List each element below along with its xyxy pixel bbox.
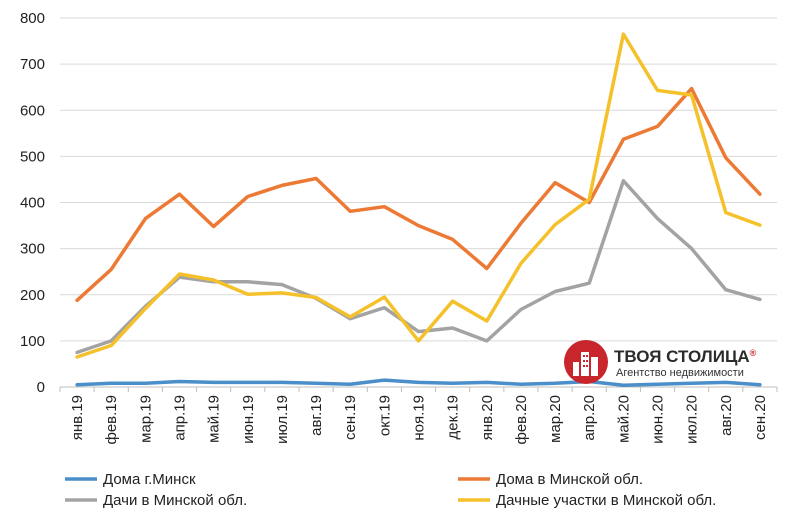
x-tick-label: дек.19	[445, 395, 462, 440]
gridlines	[60, 17, 777, 342]
series-lines	[75, 32, 762, 387]
x-tick-label: фев.19	[103, 395, 120, 445]
logo-title: ТВОЯ СТОЛИЦА®	[614, 347, 757, 366]
y-tick-label: 600	[20, 102, 45, 119]
x-tick-label: сен.19	[342, 395, 359, 440]
x-tick-label: апр.20	[581, 395, 598, 441]
x-tick-label: фев.20	[513, 395, 530, 445]
x-tick-label: ноя.19	[411, 395, 428, 441]
x-tick-label: июн.19	[240, 395, 257, 444]
x-tick-label: мар.20	[547, 395, 564, 443]
x-tick-label: янв.19	[69, 395, 86, 440]
series-line-0	[75, 378, 762, 387]
x-tick-label: май.19	[206, 395, 223, 443]
y-tick-label: 800	[20, 10, 45, 27]
y-tick-label: 500	[20, 148, 45, 165]
series-line-3	[75, 32, 762, 359]
y-tick-label: 100	[20, 333, 45, 350]
legend-label: Дачи в Минской обл.	[103, 492, 247, 509]
x-tick-label: сен.20	[752, 395, 769, 440]
x-axis-ticks: янв.19 фев.19 мар.19 апр.19 май.19 июн.19 июл.…	[59, 387, 778, 445]
legend-label: Дома в Минской обл.	[496, 471, 643, 488]
x-tick-label: янв.20	[479, 395, 496, 440]
logo-tagline: Агентство недвижимости	[616, 367, 744, 379]
logo-building-icon	[573, 352, 598, 376]
y-axis-ticks: 0 100 200 300 400 500 600 700 800	[20, 10, 45, 396]
legend-label: Дачные участки в Минской обл.	[496, 492, 716, 509]
x-tick-label: мар.19	[137, 395, 154, 443]
x-tick-label: июл.20	[684, 395, 701, 444]
y-tick-label: 700	[20, 56, 45, 73]
y-tick-label: 0	[37, 379, 45, 396]
x-tick-label: июл.19	[274, 395, 291, 444]
legend-label: Дома г.Минск	[103, 471, 196, 488]
legend: Дома г.Минск Дома в Минской обл. Дачи в Ми…	[65, 471, 716, 509]
series-line-1	[75, 86, 762, 303]
y-tick-label: 400	[20, 195, 45, 212]
x-tick-label: окт.19	[376, 395, 393, 436]
agency-logo: ТВОЯ СТОЛИЦА® Агентство недвижимости	[564, 340, 757, 384]
x-tick-label: авг.20	[718, 395, 735, 436]
x-tick-label: авг.19	[308, 395, 325, 436]
y-tick-label: 200	[20, 287, 45, 304]
x-tick-label: июн.20	[650, 395, 667, 444]
series-line-2	[75, 179, 762, 355]
x-tick-label: май.20	[615, 395, 632, 443]
y-tick-label: 300	[20, 241, 45, 258]
x-tick-label: апр.19	[172, 395, 189, 441]
